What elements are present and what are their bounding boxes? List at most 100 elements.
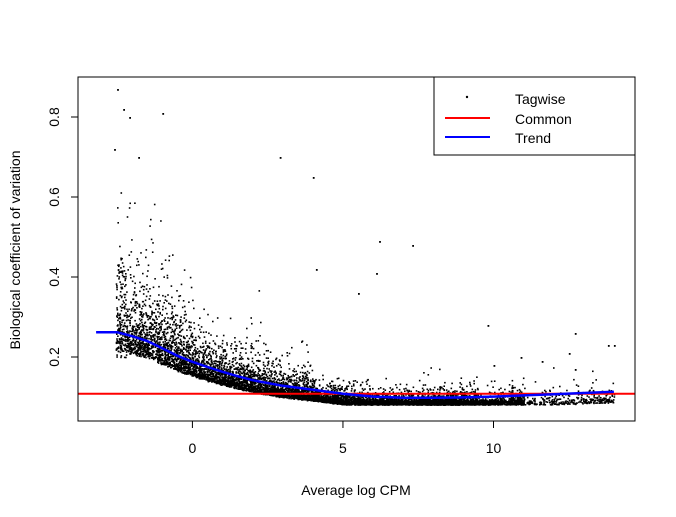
tagwise-point: [574, 403, 576, 405]
tagwise-point: [229, 386, 231, 388]
tagwise-point: [217, 375, 219, 378]
tagwise-point: [386, 395, 388, 397]
tagwise-point: [208, 346, 211, 348]
tagwise-point: [235, 344, 237, 347]
tagwise-point: [184, 373, 186, 375]
tagwise-point: [125, 331, 128, 333]
tagwise-point: [423, 372, 425, 374]
tagwise-point: [433, 386, 436, 389]
tagwise-point: [579, 400, 581, 403]
tagwise-point: [183, 348, 186, 350]
tagwise-point: [132, 329, 134, 332]
tagwise-point: [237, 366, 240, 369]
tagwise-point: [152, 335, 154, 337]
tagwise-point: [116, 285, 118, 287]
tagwise-point: [201, 369, 203, 372]
tagwise-point: [125, 351, 128, 353]
tagwise-point: [181, 345, 183, 347]
tagwise-point: [303, 372, 306, 375]
tagwise-point: [238, 383, 240, 385]
tagwise-point: [183, 359, 185, 362]
tagwise-point: [384, 389, 387, 391]
tagwise-point: [278, 359, 281, 361]
tagwise-point: [164, 295, 167, 298]
tagwise-point: [154, 322, 156, 324]
tagwise-point: [304, 365, 306, 368]
tagwise-point: [351, 388, 353, 390]
tagwise-point: [240, 365, 243, 367]
tagwise-point: [201, 361, 203, 363]
tagwise-point: [553, 367, 555, 369]
tagwise-point: [209, 350, 211, 353]
tagwise-point: [132, 293, 135, 296]
tagwise-point: [150, 325, 153, 328]
tagwise-point: [498, 388, 500, 391]
tagwise-point: [148, 357, 151, 360]
tagwise-point: [486, 399, 488, 402]
tagwise-point: [177, 370, 180, 373]
tagwise-point: [167, 363, 170, 366]
tagwise-point: [245, 373, 248, 376]
tagwise-point: [319, 394, 321, 396]
tagwise-point: [354, 380, 357, 382]
tagwise-point: [563, 402, 566, 404]
tagwise-point: [166, 328, 169, 330]
tagwise-point: [474, 389, 477, 391]
tagwise-point: [192, 344, 195, 346]
tagwise-point: [252, 369, 255, 371]
tagwise-point: [209, 354, 212, 357]
tagwise-point: [171, 355, 174, 358]
tagwise-point: [299, 376, 301, 378]
tagwise-point: [173, 349, 176, 351]
tagwise-point: [215, 353, 217, 355]
tagwise-point: [214, 342, 216, 345]
tagwise-point: [139, 334, 141, 336]
tagwise-point: [252, 382, 254, 384]
tagwise-point: [164, 328, 167, 331]
tagwise-point: [482, 403, 485, 405]
tagwise-point: [191, 332, 194, 335]
tagwise-point: [173, 339, 176, 341]
tagwise-point: [251, 357, 254, 360]
tagwise-point: [166, 348, 169, 350]
tagwise-point: [198, 369, 200, 372]
tagwise-point: [259, 360, 261, 362]
tagwise-point: [206, 345, 208, 347]
tagwise-point: [554, 397, 557, 399]
tagwise-point: [293, 384, 296, 386]
tagwise-point: [242, 358, 244, 360]
tagwise-point: [171, 358, 173, 360]
tagwise-point: [175, 343, 178, 345]
tagwise-point: [252, 347, 255, 350]
tagwise-point: [179, 351, 182, 353]
tagwise-point: [211, 379, 213, 382]
tagwise-point: [119, 327, 121, 330]
tagwise-point: [141, 300, 144, 303]
tagwise-point: [142, 293, 145, 295]
tagwise-point: [303, 381, 306, 383]
tagwise-point: [494, 391, 496, 394]
tagwise-point: [582, 403, 584, 405]
tagwise-point: [145, 356, 147, 359]
tagwise-point: [552, 386, 555, 389]
tagwise-point: [120, 356, 122, 359]
tagwise-point: [292, 384, 295, 386]
tagwise-point: [124, 308, 126, 310]
tagwise-point: [460, 377, 463, 379]
tagwise-point: [171, 328, 174, 331]
tagwise-point: [249, 369, 251, 371]
tagwise-point: [394, 395, 397, 397]
tagwise-point: [281, 383, 283, 385]
tagwise-point: [340, 396, 342, 398]
tagwise-point: [612, 382, 615, 385]
tagwise-point: [212, 375, 215, 377]
tagwise-point: [156, 353, 158, 355]
tagwise-point: [215, 356, 218, 359]
tagwise-point: [431, 391, 434, 394]
tagwise-point: [119, 339, 121, 341]
tagwise-point: [584, 401, 586, 403]
tagwise-point: [254, 388, 256, 390]
tagwise-point: [216, 360, 219, 363]
tagwise-point: [304, 375, 307, 378]
tagwise-point: [258, 354, 261, 356]
